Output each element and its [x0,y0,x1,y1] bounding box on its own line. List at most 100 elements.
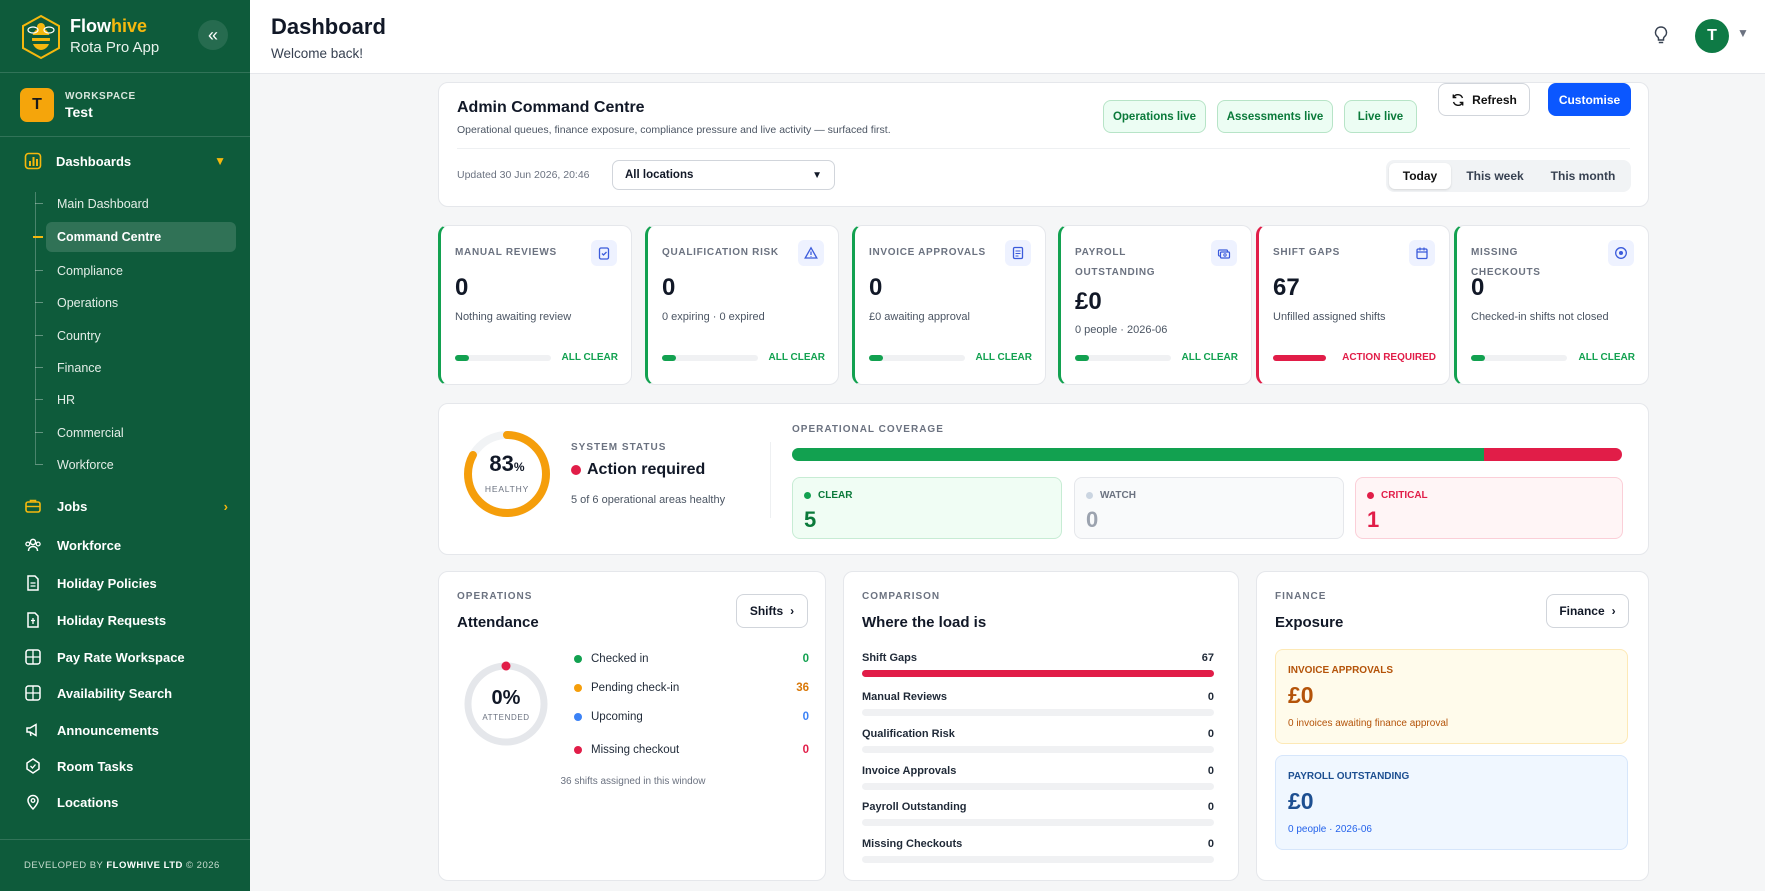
stat-status-badge: ALL CLEAR [1578,352,1635,363]
sidebar-item-label: Compliance [57,264,124,278]
finance-title: Exposure [1275,614,1344,631]
divider [457,148,1630,149]
coverage-segment-clear [792,448,1484,461]
location-select[interactable]: All locations ▼ [612,160,835,190]
tile-value: 0 [1086,507,1099,532]
nav-pay-rate-workspace[interactable]: Pay Rate Workspace [24,644,228,670]
finance-payroll-label: PAYROLL OUTSTANDING [1288,771,1410,782]
nav-workforce[interactable]: Workforce [24,532,228,558]
stat-card-payroll-outstanding[interactable]: PAYROLL OUTSTANDING £0 0 people · 2026-0… [1058,225,1252,385]
date-range-toggle: Today This week This month [1386,160,1631,192]
location-select-value: All locations [625,169,694,181]
legend-pending-check-in: Pending check-in 36 [574,682,809,694]
refresh-button[interactable]: Refresh [1438,83,1530,116]
nav-holiday-requests[interactable]: Holiday Requests [24,607,228,633]
finance-button[interactable]: Finance › [1546,594,1629,628]
range-this-month[interactable]: This month [1550,169,1616,183]
finance-payroll-value: £0 [1288,788,1314,814]
workspace-switcher[interactable]: T WORKSPACE Test [20,88,136,122]
refresh-label: Refresh [1472,92,1517,107]
sidebar-footer: DEVELOPED BY FLOWHIVE LTD © 2026 [24,860,220,871]
sidebar-item-main-dashboard[interactable]: Main Dashboard [35,189,236,219]
sidebar-item-workforce-dashboard[interactable]: Workforce [35,450,236,480]
nav-announcements[interactable]: Announcements [24,717,228,743]
status-pill-live[interactable]: Live live [1344,100,1417,133]
stat-label: QUALIFICATION RISK [662,247,779,258]
sidebar-item-label: Commercial [57,426,124,440]
nav-holiday-policies[interactable]: Holiday Policies [24,570,228,596]
sidebar-item-label: Command Centre [57,230,162,244]
attendance-section-label: OPERATIONS [457,591,533,602]
attendance-card: OPERATIONS Attendance Shifts › 0% ATTENDE… [438,571,826,881]
grid-icon [24,648,42,666]
people-icon [24,536,42,554]
comparison-section-label: COMPARISON [862,591,941,602]
cash-icon [1211,240,1237,266]
nav-availability-search[interactable]: Availability Search [24,680,228,706]
briefcase-icon [24,497,42,515]
stat-status-badge: ALL CLEAR [975,352,1032,363]
sidebar-item-country[interactable]: Country [35,321,236,351]
chevron-down-icon[interactable]: ▼ [1737,26,1749,40]
finance-section-label: FINANCE [1275,591,1327,602]
attendance-ring-chart [464,661,548,746]
finance-invoice-value: £0 [1288,682,1314,708]
finance-invoice-approvals[interactable]: INVOICE APPROVALS £0 0 invoices awaiting… [1275,649,1628,744]
stat-progress-fill [1471,355,1486,361]
comparison-row-qualification-risk: Qualification Risk 0 [862,728,1214,753]
stat-card-manual-reviews[interactable]: MANUAL REVIEWS 0 Nothing awaiting review… [438,225,632,385]
nav-room-tasks[interactable]: Room Tasks [24,753,228,779]
sidebar-item-command-centre[interactable]: Command Centre [33,222,236,252]
stat-progress-track [1471,355,1567,361]
nav-locations-label: Locations [57,794,119,810]
user-avatar[interactable]: T [1695,19,1729,53]
chevron-right-icon: › [790,604,795,618]
finance-payroll-outstanding[interactable]: PAYROLL OUTSTANDING £0 0 people · 2026-0… [1275,755,1628,850]
nav-jobs[interactable]: Jobs › [24,493,228,519]
sidebar-item-operations[interactable]: Operations [35,288,236,318]
coverage-tile-clear[interactable]: CLEAR 5 [792,477,1062,539]
shifts-button[interactable]: Shifts › [736,594,808,628]
stat-value: 0 [1471,274,1485,301]
nav-dashboards[interactable]: Dashboards ▼ [24,152,226,170]
request-document-icon [24,611,42,629]
range-this-week[interactable]: This week [1466,169,1524,183]
stat-value: 0 [662,274,676,301]
sidebar-item-compliance[interactable]: Compliance [35,256,236,286]
customise-button[interactable]: Customise [1548,83,1631,116]
finance-card: FINANCE Exposure Finance › INVOICE APPROV… [1256,571,1649,881]
comparison-row-shift-gaps: Shift Gaps 67 [862,652,1214,677]
stat-card-shift-gaps[interactable]: SHIFT GAPS 67 Unfilled assigned shifts A… [1256,225,1450,385]
sidebar-item-finance[interactable]: Finance [35,353,236,383]
stat-progress-fill [455,355,470,361]
finance-invoice-label: INVOICE APPROVALS [1288,665,1394,676]
chevron-right-icon: › [223,498,228,514]
stat-label: MANUAL REVIEWS [455,247,557,258]
stat-card-qualification-risk[interactable]: QUALIFICATION RISK 0 0 expiring · 0 expi… [645,225,839,385]
coverage-tile-watch[interactable]: WATCH 0 [1074,477,1344,539]
stat-card-missing-checkouts[interactable]: MISSING CHECKOUTS 0 Checked-in shifts no… [1454,225,1649,385]
nav-availability-search-label: Availability Search [57,685,173,701]
tile-label: WATCH [1086,490,1136,501]
sidebar-item-commercial[interactable]: Commercial [35,418,236,448]
brand[interactable]: Flowhive Rota Pro App [20,14,159,60]
status-pill-operations[interactable]: Operations live [1103,100,1206,133]
comparison-row-manual-reviews: Manual Reviews 0 [862,691,1214,716]
updated-timestamp: Updated 30 Jun 2026, 20:46 [457,169,590,181]
lightbulb-icon[interactable] [1650,24,1672,46]
brand-subtitle: Rota Pro App [70,39,160,56]
range-today[interactable]: Today [1389,163,1451,189]
health-ring-chart [464,431,550,517]
coverage-tile-critical[interactable]: CRITICAL 1 [1355,477,1623,539]
divider [770,442,771,518]
tile-value: 1 [1367,507,1380,532]
nav-locations[interactable]: Locations [24,789,228,815]
comparison-title: Where the load is [862,614,987,631]
critical-dot [571,465,581,475]
status-pill-assessments[interactable]: Assessments live [1217,100,1333,133]
submenu-line [35,192,36,464]
collapse-sidebar-button[interactable]: « [198,20,228,50]
sidebar-item-hr[interactable]: HR [35,385,236,415]
stat-card-invoice-approvals[interactable]: INVOICE APPROVALS 0 £0 awaiting approval… [852,225,1046,385]
attendance-ring: 0% ATTENDED [462,660,550,748]
